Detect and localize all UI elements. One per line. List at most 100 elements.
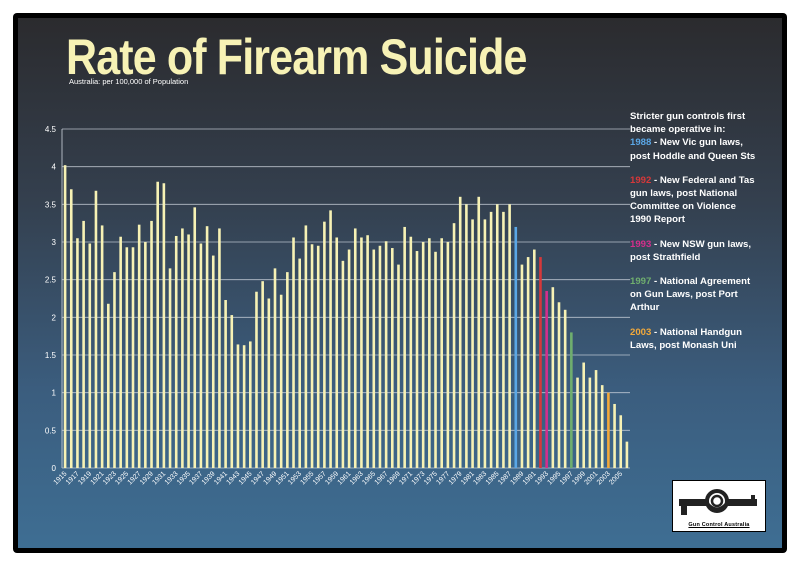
bar-1961 bbox=[347, 249, 351, 468]
y-tick-label: 1.5 bbox=[45, 351, 57, 360]
bar-1965 bbox=[372, 249, 376, 468]
knotted-gun-icon bbox=[679, 489, 757, 515]
y-tick-label: 4 bbox=[52, 163, 57, 172]
bar-1939 bbox=[211, 255, 215, 468]
bar-1959 bbox=[335, 237, 339, 468]
bar-1966 bbox=[378, 245, 382, 468]
logo-text: Gun Control Australia bbox=[688, 522, 750, 528]
bar-1921 bbox=[100, 225, 104, 468]
bar-1988 bbox=[514, 226, 518, 468]
bar-1984 bbox=[489, 211, 493, 468]
annotation-text: - New Vic gun laws, post Hoddle and Quee… bbox=[630, 137, 756, 162]
bar-1962 bbox=[353, 228, 357, 468]
bar-1933 bbox=[174, 235, 178, 468]
bar-2000 bbox=[588, 377, 592, 468]
bar-1996 bbox=[563, 309, 567, 468]
bar-1983 bbox=[483, 219, 487, 468]
bar-1936 bbox=[193, 207, 197, 468]
bar-1986 bbox=[502, 211, 505, 468]
bar-2003 bbox=[607, 392, 610, 468]
bar-1995 bbox=[557, 302, 561, 468]
bar-1924 bbox=[119, 236, 122, 468]
bar-1944 bbox=[242, 345, 246, 468]
bar-2005 bbox=[619, 415, 623, 468]
bar-1985 bbox=[495, 204, 499, 469]
y-tick-label: 4.5 bbox=[45, 125, 57, 134]
bar-1925 bbox=[125, 247, 129, 468]
chart-subtitle: Australia: per 100,000 of Population bbox=[69, 77, 189, 86]
bar-1922 bbox=[107, 303, 110, 468]
y-tick-label: 0.5 bbox=[45, 426, 57, 435]
bar-1920 bbox=[94, 190, 98, 469]
bar-1990 bbox=[526, 257, 530, 468]
bar-1943 bbox=[236, 344, 240, 468]
bar-1977 bbox=[446, 242, 450, 468]
chart-title: Rate of Firearm Suicide bbox=[66, 29, 527, 85]
bar-1916 bbox=[69, 189, 73, 468]
bar-1973 bbox=[421, 242, 425, 468]
annotation-item: 1992 - New Federal and Tas gun laws, pos… bbox=[630, 174, 756, 227]
bar-1968 bbox=[391, 248, 394, 468]
annotation-year: 2003 bbox=[630, 326, 652, 338]
x-tick-label: 2005 bbox=[608, 470, 624, 486]
bar-1978 bbox=[452, 223, 456, 468]
annotation-item: 1993 - New NSW gun laws, post Strathfiel… bbox=[630, 238, 756, 264]
bar-1946 bbox=[255, 291, 258, 468]
bar-1938 bbox=[205, 226, 209, 468]
bar-1993 bbox=[545, 290, 548, 468]
bar-1935 bbox=[187, 234, 190, 468]
bar-1987 bbox=[508, 204, 511, 469]
bar-1969 bbox=[397, 264, 400, 468]
annotation-item: 2003 - National Handgun Laws, post Monas… bbox=[630, 326, 756, 352]
y-tick-label: 2 bbox=[52, 313, 57, 322]
bar-1960 bbox=[341, 260, 345, 468]
bar-1945 bbox=[249, 341, 252, 468]
bar-1934 bbox=[181, 228, 184, 468]
annotation-year: 1997 bbox=[630, 276, 652, 288]
annotation-text: - New Federal and Tas gun laws, post Nat… bbox=[630, 174, 755, 226]
bar-1976 bbox=[440, 238, 443, 468]
y-tick-label: 3 bbox=[52, 238, 57, 247]
bar-1998 bbox=[576, 377, 579, 468]
bar-1979 bbox=[458, 196, 462, 469]
annotation-list: 1988 - New Vic gun laws, post Hoddle and… bbox=[630, 136, 756, 352]
bar-1989 bbox=[520, 264, 524, 468]
annotation-text: - New NSW gun laws, post Strathfield bbox=[630, 238, 752, 263]
bar-1927 bbox=[137, 224, 141, 468]
bar-1918 bbox=[82, 220, 85, 468]
bar-1931 bbox=[162, 183, 166, 469]
bar-1930 bbox=[156, 181, 159, 468]
bar-1956 bbox=[316, 245, 320, 468]
bar-1991 bbox=[533, 249, 536, 468]
bar-1971 bbox=[409, 236, 413, 468]
bar-2004 bbox=[613, 403, 616, 468]
bar-1992 bbox=[539, 257, 542, 468]
bar-1915 bbox=[63, 165, 67, 468]
bar-1967 bbox=[384, 241, 388, 468]
bar-1953 bbox=[298, 258, 301, 468]
y-tick-label: 3.5 bbox=[45, 200, 57, 209]
bar-1970 bbox=[403, 226, 406, 468]
bar-1929 bbox=[150, 220, 153, 468]
annotation-text: - National Handgun Laws, post Monash Uni bbox=[630, 326, 742, 351]
annotation-item: 1988 - New Vic gun laws, post Hoddle and… bbox=[630, 136, 756, 162]
bar-1940 bbox=[218, 228, 221, 468]
bar-1981 bbox=[471, 219, 474, 468]
bar-1974 bbox=[428, 238, 431, 468]
bar-1948 bbox=[267, 298, 271, 468]
annotation-text: - National Agreement on Gun Laws, post P… bbox=[630, 276, 751, 314]
bar-1947 bbox=[261, 281, 264, 468]
bar-1957 bbox=[323, 221, 326, 468]
bar-1955 bbox=[310, 244, 314, 468]
bar-2001 bbox=[594, 370, 598, 468]
bar-1928 bbox=[144, 242, 147, 468]
y-tick-label: 0 bbox=[52, 464, 57, 473]
bar-1951 bbox=[286, 272, 289, 468]
annotation-item: 1997 - National Agreement on Gun Laws, p… bbox=[630, 275, 756, 315]
bar-1932 bbox=[168, 268, 172, 468]
bar-1999 bbox=[582, 362, 585, 468]
y-tick-label: 1 bbox=[52, 389, 57, 398]
bar-1975 bbox=[434, 251, 437, 468]
bar-1937 bbox=[199, 243, 203, 468]
bar-1926 bbox=[131, 247, 135, 468]
